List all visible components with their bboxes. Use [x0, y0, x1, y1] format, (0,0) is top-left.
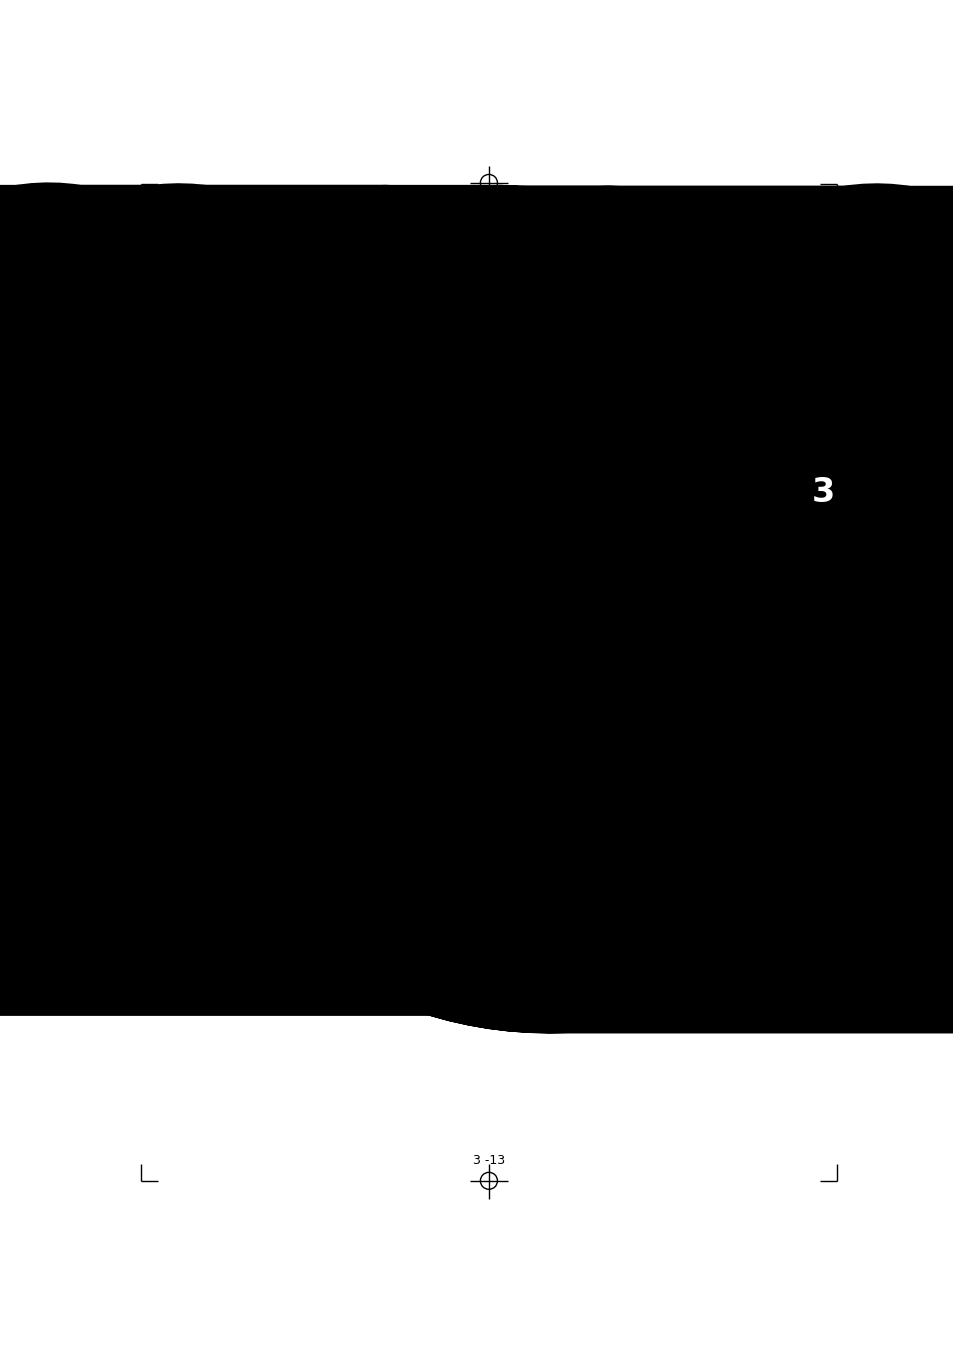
Bar — [297, 362, 382, 601]
Text: Grandchild Drawings: Grandchild Drawings — [524, 353, 634, 363]
Bar — [535, 512, 604, 542]
Text: Grandchild drawing No. (01 to 99): Grandchild drawing No. (01 to 99) — [446, 720, 623, 730]
Text: 3.4  User Programs: 3.4 User Programs — [650, 212, 750, 222]
Text: by the system.: by the system. — [501, 611, 579, 621]
Text: 3: 3 — [811, 476, 835, 509]
Text: SEE A02: SEE A02 — [302, 507, 345, 517]
Text: SEE A01.02: SEE A01.02 — [410, 470, 470, 480]
Text: Type of parent drawing (A, H, L): Type of parent drawing (A, H, L) — [446, 747, 611, 758]
Text: DWG.A01.01: DWG.A01.01 — [535, 365, 606, 374]
Bar — [168, 246, 178, 255]
Bar — [416, 598, 485, 630]
Text: level drawings. Figure 3.6 shows the hierarchical arrangement of drawings, using: level drawings. Figure 3.6 shows the hie… — [301, 285, 861, 299]
Text: DWG.A: DWG.A — [320, 365, 359, 374]
Text: Execution Processing Method of Drawings: Execution Processing Method of Drawings — [183, 243, 608, 262]
Text: Starts according to the system: Starts according to the system — [291, 316, 452, 326]
Text: Parent Drawing: Parent Drawing — [303, 353, 383, 363]
Text: Child drawing No. (01 to 99): Child drawing No. (01 to 99) — [446, 734, 593, 743]
Text: DEND: DEND — [677, 459, 707, 469]
Text: DEND: DEND — [528, 546, 558, 555]
Text: DEND: DEND — [557, 638, 587, 647]
Text: 3 -13: 3 -13 — [473, 1154, 504, 1167]
Text: automatically: automatically — [501, 601, 573, 612]
Bar — [406, 576, 497, 665]
Text: DEND: DEND — [302, 584, 332, 594]
Text: DEND: DEND — [410, 650, 440, 661]
Text: SEE A01.01: SEE A01.01 — [410, 388, 470, 397]
Text: Drawing notation:   DWG. X   YY.   ZZ: Drawing notation: DWG. X YY. ZZ — [295, 692, 500, 703]
Text: FUNC-001: FUNC-001 — [686, 378, 741, 389]
Text: Figure 3.6    Hierarchical Arrangement of Drawings: Figure 3.6 Hierarchical Arrangement of D… — [296, 836, 680, 850]
Text: FUNC-001: FUNC-001 — [544, 400, 596, 411]
Bar — [670, 376, 757, 477]
Text: DEND: DEND — [528, 467, 558, 477]
Text: SEE A01: SEE A01 — [302, 388, 345, 397]
Text: Drawings in the hierarchy are executed by the lower-level drawings being called : Drawings in the hierarchy are executed b… — [301, 272, 851, 285]
Bar — [535, 390, 604, 420]
Text: DWG.A01.02: DWG.A01.02 — [535, 496, 606, 505]
Text: FUNC-001: FUNC-001 — [544, 521, 596, 532]
Bar — [406, 362, 497, 555]
Text: DEND: DEND — [410, 538, 440, 549]
Bar — [805, 466, 841, 519]
Text: Operation error drawing (A, H, L): Operation error drawing (A, H, L) — [446, 809, 617, 819]
Bar — [523, 493, 618, 557]
Text: : DWG.X 00: : DWG.X 00 — [327, 777, 391, 786]
Text: Operation error: Operation error — [413, 609, 488, 620]
Bar — [552, 588, 636, 651]
Text: Functions: Functions — [679, 353, 729, 363]
Text: DWG.A00: DWG.A00 — [567, 590, 620, 600]
Text: Started: Started — [501, 593, 540, 603]
Text: of DWG.A.: of DWG.A. — [301, 299, 361, 312]
Text: Child Drawings: Child Drawings — [404, 353, 483, 363]
Text: DWG.A02: DWG.A02 — [424, 578, 478, 588]
Bar — [523, 362, 618, 484]
Text: DWG.A01: DWG.A01 — [425, 365, 477, 374]
Text: program execution condition: program execution condition — [291, 326, 441, 335]
